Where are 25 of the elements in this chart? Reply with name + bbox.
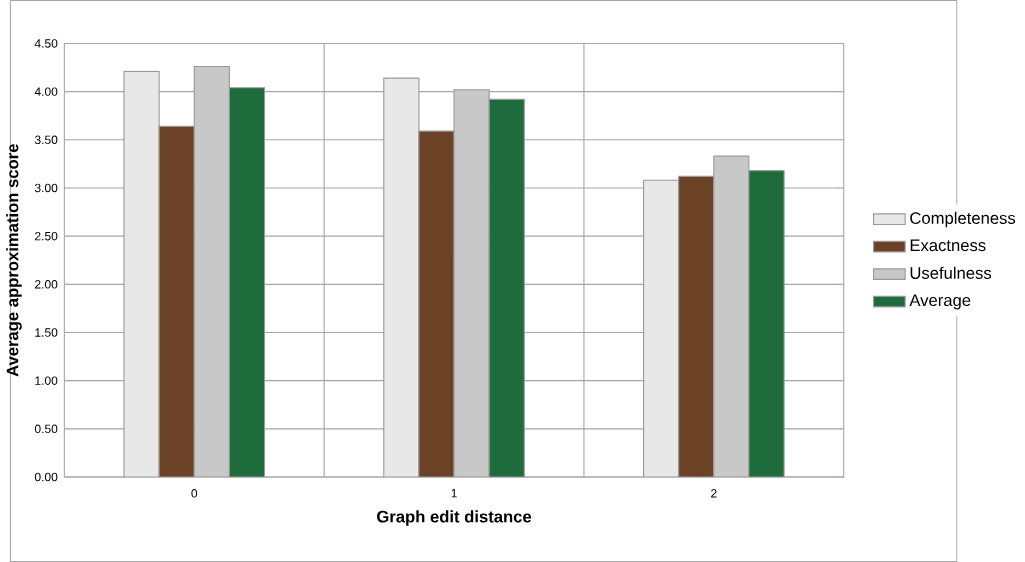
y-tick-label: 3.50 (34, 135, 58, 145)
legend-label: Usefulness (910, 266, 992, 279)
x-tick-label: 0 (191, 489, 198, 498)
y-tick-label: 0.50 (34, 424, 58, 434)
bar (678, 175, 715, 477)
y-tick-label: 4.00 (34, 87, 58, 96)
y-tick-label: 1.00 (35, 376, 58, 385)
legend-label: Exactness (910, 239, 986, 252)
y-axis-title: Average approximation score (6, 144, 22, 377)
y-tick-label: 2.50 (35, 231, 58, 241)
x-axis-title: Graph edit distance (377, 510, 532, 526)
bar (418, 130, 455, 477)
y-tick-label: 4.50 (34, 39, 58, 48)
y-tick-label: 0.00 (34, 472, 58, 482)
bar (228, 87, 266, 477)
bar (748, 170, 785, 477)
y-tick-label: 2.00 (35, 280, 58, 289)
x-tick-label: 2 (711, 489, 717, 498)
y-tick-label: 3.00 (34, 183, 58, 193)
bar (488, 98, 525, 477)
x-tick-label: 1 (451, 489, 457, 498)
y-tick-label: 1.50 (35, 328, 58, 337)
legend-label: Average (909, 294, 971, 310)
legend-label: Completeness (910, 211, 1016, 228)
bar (158, 125, 195, 477)
